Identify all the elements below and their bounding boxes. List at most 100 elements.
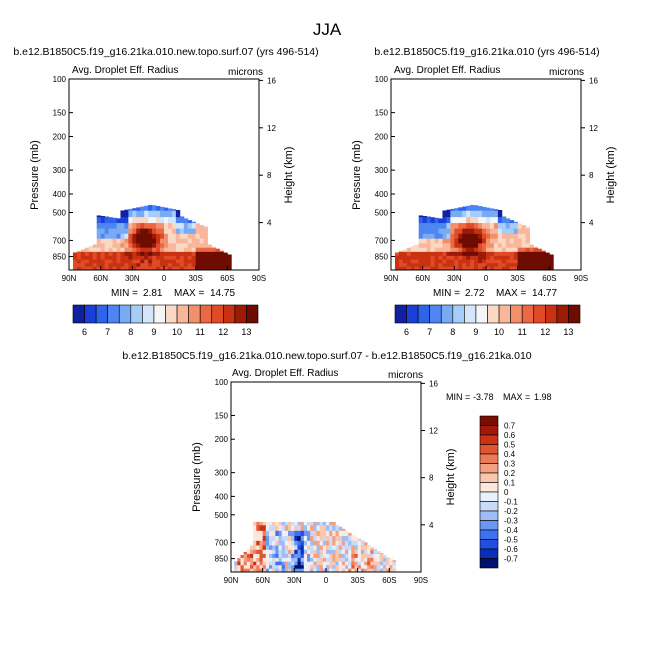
field-cell: [373, 568, 378, 573]
field-cell: [434, 217, 439, 224]
field-cell: [132, 208, 137, 212]
field-cell: [341, 530, 346, 537]
field-cell: [549, 266, 554, 271]
field-cell: [275, 535, 279, 542]
field-cell: [195, 263, 201, 268]
field-cell: [410, 247, 416, 253]
field-cell: [345, 535, 349, 542]
colorbar-box: [199, 304, 213, 324]
field-cell: [335, 524, 340, 526]
field-cell: [80, 259, 86, 264]
field-cell: [160, 223, 165, 230]
field-cell: [370, 547, 374, 551]
field-cell: [291, 549, 295, 555]
field-cell: [132, 243, 137, 249]
field-cell: [326, 549, 330, 555]
field-cell: [319, 561, 324, 566]
field-cell: [462, 255, 467, 260]
colorbar-box: [406, 304, 419, 324]
field-cell: [183, 238, 189, 244]
field-cell: [478, 263, 483, 268]
field-cell: [446, 228, 451, 235]
field-cell: [446, 266, 451, 271]
field-cell: [211, 263, 216, 268]
panel3-min-value: -3.78: [473, 392, 494, 402]
y-tick-label: 200: [53, 132, 67, 141]
field-cell: [458, 238, 463, 244]
panel3-ylabel: Pressure (mb): [191, 442, 203, 512]
field-cell: [376, 568, 381, 573]
field-cell: [104, 233, 109, 240]
field-cell: [313, 521, 317, 526]
field-cell: [310, 545, 314, 551]
field-cell: [517, 243, 523, 249]
field-cell: [175, 259, 181, 264]
y2-tick-label: 12: [267, 124, 276, 133]
field-cell: [474, 266, 479, 271]
field-cell: [316, 521, 321, 526]
field-cell: [112, 263, 117, 268]
x-tick-label: 60N: [93, 274, 108, 283]
field-cell: [116, 266, 121, 271]
field-cell: [278, 553, 283, 559]
field-cell: [322, 540, 327, 546]
field-cell: [525, 243, 530, 249]
x-tick-label: 30N: [125, 274, 140, 283]
field-cell: [116, 247, 121, 253]
field-cell: [275, 525, 279, 532]
field-cell: [373, 565, 378, 570]
field-cell: [466, 266, 471, 271]
field-cell: [100, 217, 106, 224]
field-cell: [329, 561, 333, 566]
field-cell: [364, 549, 368, 555]
field-cell: [288, 545, 292, 551]
field-cell: [191, 247, 197, 253]
field-cell: [275, 521, 279, 526]
field-cell: [406, 259, 412, 264]
field-cell: [462, 238, 467, 244]
field-cell: [84, 247, 90, 253]
colorbar-box: [429, 304, 442, 324]
field-cell: [144, 233, 149, 240]
field-cell: [392, 568, 397, 573]
field-cell: [246, 548, 251, 551]
field-cell: [265, 561, 270, 566]
field-cell: [335, 561, 340, 566]
field-cell: [272, 565, 276, 570]
field-cell: [357, 568, 362, 573]
field-cell: [351, 553, 355, 559]
field-cell: [303, 568, 308, 573]
field-cell: [326, 545, 330, 551]
field-cell: [288, 525, 292, 532]
field-cell: [446, 255, 451, 260]
field-cell: [517, 223, 523, 230]
field-cell: [191, 259, 197, 264]
field-cell: [326, 557, 330, 563]
field-cell: [466, 251, 471, 257]
x-tick-label: 90S: [574, 274, 588, 283]
field-cell: [470, 255, 475, 260]
field-cell: [426, 251, 431, 257]
field-cell: [284, 561, 289, 566]
colorbar-label: -0.7: [504, 555, 518, 564]
field-cell: [351, 549, 355, 555]
field-cell: [329, 521, 333, 526]
field-cell: [291, 545, 295, 551]
field-cell: [167, 255, 173, 260]
field-cell: [234, 565, 238, 570]
field-cell: [517, 266, 523, 271]
y-tick-label: 100: [215, 378, 229, 387]
field-cell: [489, 233, 495, 240]
field-cell: [313, 540, 317, 546]
field-cell: [288, 557, 292, 563]
field-cell: [517, 247, 523, 253]
field-cell: [303, 549, 308, 555]
field-cell: [144, 251, 149, 257]
field-cell: [211, 251, 216, 257]
field-cell: [259, 568, 264, 573]
field-cell: [348, 532, 352, 537]
field-cell: [367, 545, 371, 551]
field-cell: [517, 259, 523, 264]
field-cell: [116, 259, 121, 264]
field-cell: [410, 259, 416, 264]
